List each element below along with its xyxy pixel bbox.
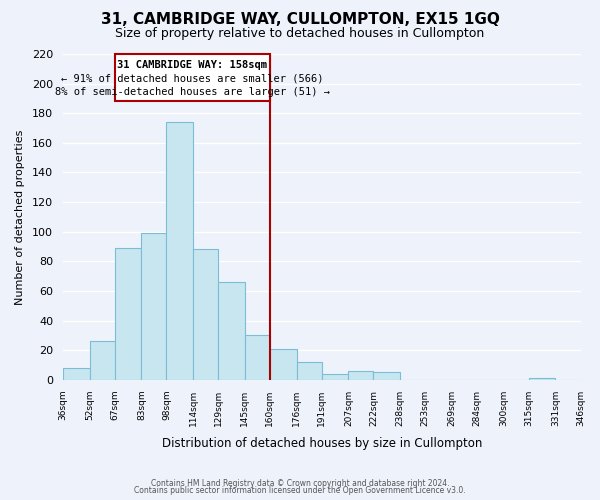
Bar <box>89 342 115 380</box>
Bar <box>322 374 349 380</box>
Bar <box>166 122 193 380</box>
X-axis label: Distribution of detached houses by size in Cullompton: Distribution of detached houses by size … <box>161 437 482 450</box>
Bar <box>296 362 322 380</box>
Text: Size of property relative to detached houses in Cullompton: Size of property relative to detached ho… <box>115 28 485 40</box>
Text: Contains HM Land Registry data © Crown copyright and database right 2024.: Contains HM Land Registry data © Crown c… <box>151 478 449 488</box>
Bar <box>63 368 89 380</box>
Text: 31, CAMBRIDGE WAY, CULLOMPTON, EX15 1GQ: 31, CAMBRIDGE WAY, CULLOMPTON, EX15 1GQ <box>101 12 499 28</box>
Text: 8% of semi-detached houses are larger (51) →: 8% of semi-detached houses are larger (5… <box>55 87 330 97</box>
Bar <box>349 371 373 380</box>
Bar <box>193 250 218 380</box>
FancyBboxPatch shape <box>115 54 270 102</box>
Bar <box>529 378 556 380</box>
Bar <box>115 248 142 380</box>
Text: ← 91% of detached houses are smaller (566): ← 91% of detached houses are smaller (56… <box>61 74 323 84</box>
Y-axis label: Number of detached properties: Number of detached properties <box>15 129 25 304</box>
Bar <box>142 233 166 380</box>
Bar <box>245 336 270 380</box>
Bar <box>373 372 400 380</box>
Text: Contains public sector information licensed under the Open Government Licence v3: Contains public sector information licen… <box>134 486 466 495</box>
Bar <box>218 282 245 380</box>
Bar <box>270 348 296 380</box>
Text: 31 CAMBRIDGE WAY: 158sqm: 31 CAMBRIDGE WAY: 158sqm <box>118 60 268 70</box>
